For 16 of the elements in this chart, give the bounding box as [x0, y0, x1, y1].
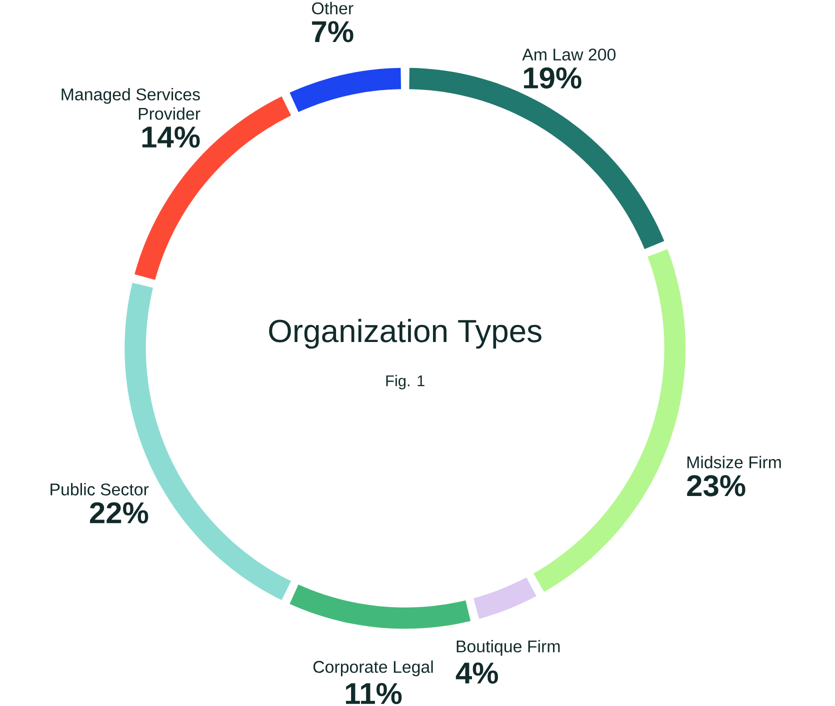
text: Organization Types	[269, 318, 542, 349]
data-label: 7%	[312, 21, 354, 42]
text: Fig. 1	[386, 374, 424, 390]
slice-label: Public Sector	[50, 482, 149, 496]
data-label: 4%	[456, 662, 498, 684]
slice-label: Midsize Firm	[687, 456, 781, 468]
data-label: 19%	[524, 67, 582, 89]
data-label: 23%	[687, 475, 746, 496]
slice-label: Corporate Legal	[313, 660, 433, 676]
data-label: 22%	[90, 502, 148, 524]
slice-label: Managed Services Provider	[62, 88, 200, 120]
slice-label: Other	[312, 2, 354, 14]
slice-label: Am Law 200	[522, 48, 616, 61]
slice-label: Boutique Firm	[456, 640, 560, 656]
data-label: 14%	[142, 126, 200, 148]
data-label: 11%	[346, 682, 402, 704]
